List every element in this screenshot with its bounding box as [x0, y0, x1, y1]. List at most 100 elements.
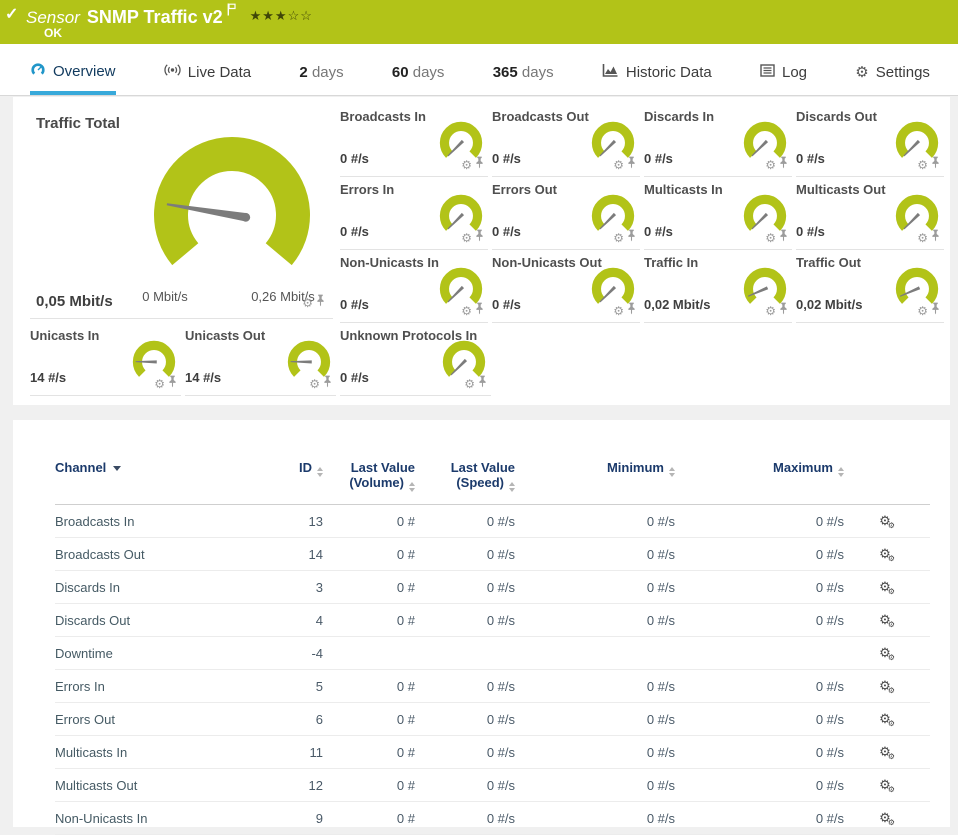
gear-icon[interactable]: ⚙: [765, 158, 776, 172]
last-value-volume: 0 #: [396, 513, 415, 529]
pin-icon[interactable]: [627, 302, 636, 320]
column-header-channel[interactable]: Channel: [55, 456, 245, 505]
last-value-volume: 0 #: [396, 810, 415, 826]
gear-icon[interactable]: ⚙: [765, 304, 776, 318]
tab-60-days[interactable]: 60 days: [391, 64, 445, 81]
gear-icon[interactable]: ⚙: [613, 158, 624, 172]
pin-icon[interactable]: [931, 229, 940, 247]
channel-name[interactable]: Broadcasts Out: [55, 546, 145, 562]
pin-icon[interactable]: [168, 375, 177, 393]
gauge-cell-non-unicasts-out: Non-Unicasts Out 0 #/s ⚙: [492, 253, 640, 323]
gauge-dial: [591, 121, 635, 158]
gear-icon[interactable]: ⚙: [461, 231, 472, 245]
pin-icon[interactable]: [323, 375, 332, 393]
minimum-value: 0 #/s: [646, 612, 675, 628]
gauge-title: Errors In: [340, 182, 395, 197]
priority-stars[interactable]: ★★★☆☆: [249, 8, 313, 23]
gear-icon[interactable]: ⚙: [613, 304, 624, 318]
edit-channel-gears-icon[interactable]: ⚙⚙: [879, 743, 895, 761]
table-row-downtime: Downtime -4 ⚙⚙: [55, 637, 930, 670]
gauge-dial: [591, 194, 635, 231]
edit-channel-gears-icon[interactable]: ⚙⚙: [879, 776, 895, 794]
gauge-title: Unicasts Out: [185, 328, 266, 343]
pin-icon[interactable]: [627, 229, 636, 247]
column-header-minimum[interactable]: Minimum: [515, 456, 675, 505]
gauge-cell-unicasts-in: Unicasts In 14 #/s ⚙: [30, 326, 181, 396]
gear-icon[interactable]: ⚙: [302, 296, 313, 310]
gear-icon[interactable]: ⚙: [461, 304, 472, 318]
pin-icon[interactable]: [931, 302, 940, 320]
channel-name[interactable]: Discards Out: [55, 612, 131, 628]
table-row-discards-out: Discards Out 4 0 # 0 #/s 0 #/s 0 #/s ⚙⚙: [55, 604, 930, 637]
gear-icon[interactable]: ⚙: [154, 377, 165, 391]
column-header-last-value-volume[interactable]: Last Value (Volume): [349, 460, 415, 492]
pin-icon[interactable]: [475, 229, 484, 247]
tab-overview[interactable]: Overview: [30, 62, 116, 95]
gauge-value: 0 #/s: [340, 224, 369, 239]
gear-icon[interactable]: ⚙: [765, 231, 776, 245]
gear-icon[interactable]: ⚙: [464, 377, 475, 391]
tab-historic-data[interactable]: Historic Data: [602, 63, 712, 95]
edit-channel-gears-icon[interactable]: ⚙⚙: [879, 611, 895, 629]
edit-channel-gears-icon[interactable]: ⚙⚙: [879, 578, 895, 596]
edit-channel-gears-icon[interactable]: ⚙⚙: [879, 545, 895, 563]
column-header-id[interactable]: ID: [245, 456, 323, 505]
maximum-value: 0 #/s: [815, 744, 844, 760]
pin-icon[interactable]: [475, 302, 484, 320]
gauge-title: Non-Unicasts Out: [492, 255, 602, 270]
gear-icon[interactable]: ⚙: [917, 158, 928, 172]
pin-icon[interactable]: [779, 156, 788, 174]
gauge-value: 0,05 Mbit/s: [36, 293, 113, 310]
table-row-broadcasts-out: Broadcasts Out 14 0 # 0 #/s 0 #/s 0 #/s …: [55, 538, 930, 571]
maximum-value: [675, 637, 844, 670]
gear-icon[interactable]: ⚙: [917, 304, 928, 318]
last-value-speed: 0 #/s: [486, 579, 515, 595]
tab-365-days[interactable]: 365 days: [492, 64, 554, 81]
gauge-value: 0,02 Mbit/s: [796, 297, 863, 312]
pin-icon[interactable]: [627, 156, 636, 174]
channel-name[interactable]: Errors In: [55, 678, 105, 694]
gauge-dial: [895, 194, 939, 231]
gauge-title: Multicasts In: [644, 182, 723, 197]
pin-icon[interactable]: [478, 375, 487, 393]
tab-live-data[interactable]: Live Data: [164, 63, 251, 95]
channel-name[interactable]: Multicasts In: [55, 744, 128, 760]
last-value-volume: 0 #: [396, 777, 415, 793]
pin-icon[interactable]: [779, 229, 788, 247]
column-header-last-value-speed[interactable]: Last Value (Speed): [450, 460, 515, 492]
channel-name[interactable]: Errors Out: [55, 711, 115, 727]
gear-icon[interactable]: ⚙: [309, 377, 320, 391]
channel-id: -4: [311, 645, 323, 661]
edit-channel-gears-icon[interactable]: ⚙⚙: [879, 512, 895, 530]
gauge-dial: [895, 121, 939, 158]
gauge-value: 14 #/s: [185, 370, 222, 385]
gear-icon[interactable]: ⚙: [917, 231, 928, 245]
last-value-speed: [415, 637, 515, 670]
channel-name[interactable]: Broadcasts In: [55, 513, 135, 529]
gauge-value: 0 #/s: [340, 370, 369, 385]
minimum-value: 0 #/s: [646, 744, 675, 760]
channel-name[interactable]: Downtime: [55, 645, 113, 661]
flag-icon[interactable]: [227, 3, 236, 20]
tab-log[interactable]: Log: [760, 64, 807, 95]
gear-icon[interactable]: ⚙: [613, 231, 624, 245]
pin-icon[interactable]: [779, 302, 788, 320]
channel-name[interactable]: Discards In: [55, 579, 121, 595]
pin-icon[interactable]: [475, 156, 484, 174]
channel-name[interactable]: Multicasts Out: [55, 777, 138, 793]
pin-icon[interactable]: [931, 156, 940, 174]
status-check-icon: ✓: [5, 6, 19, 23]
edit-channel-gears-icon[interactable]: ⚙⚙: [879, 644, 895, 662]
channel-id: 14: [308, 546, 323, 562]
edit-channel-gears-icon[interactable]: ⚙⚙: [879, 809, 895, 827]
channel-name[interactable]: Non-Unicasts In: [55, 810, 148, 826]
tab-settings[interactable]: ⚙ Settings: [855, 64, 930, 95]
edit-channel-gears-icon[interactable]: ⚙⚙: [879, 710, 895, 728]
column-header-maximum[interactable]: Maximum: [675, 456, 844, 505]
sensor-header: ✓ Sensor SNMP Traffic v2 ★★★☆☆ OK: [0, 0, 958, 44]
tab-label: Historic Data: [625, 63, 712, 81]
tab-2-days[interactable]: 2 days: [299, 64, 344, 81]
gear-icon[interactable]: ⚙: [461, 158, 472, 172]
edit-channel-gears-icon[interactable]: ⚙⚙: [879, 677, 895, 695]
pin-icon[interactable]: [316, 294, 325, 312]
